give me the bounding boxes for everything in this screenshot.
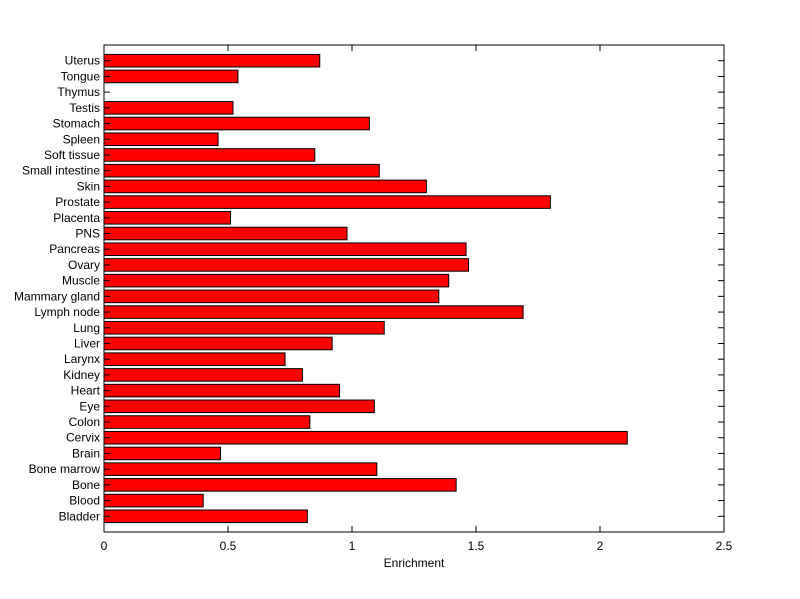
bar-stomach <box>103 116 370 131</box>
x-tick-label-2: 1 <box>349 539 356 553</box>
y-tick-label-brain: Brain <box>72 446 100 460</box>
bar-ovary <box>103 258 470 272</box>
y-tick-label-colon: Colon <box>69 415 100 429</box>
bar-muscle <box>103 273 450 288</box>
y-tick-label-prostate: Prostate <box>55 195 100 209</box>
bar-prostate <box>103 195 551 209</box>
x-axis-label: Enrichment <box>384 556 445 570</box>
x-tick-label-4: 2 <box>597 539 604 553</box>
y-tick-label-ovary: Ovary <box>68 258 100 272</box>
y-tick-label-uterus: Uterus <box>65 54 100 68</box>
y-tick-label-tongue: Tongue <box>61 69 101 83</box>
bar-bone <box>103 478 457 492</box>
bar-larynx <box>103 352 286 366</box>
y-tick-label-skin: Skin <box>77 179 100 193</box>
y-tick-label-bone-marrow: Bone marrow <box>29 462 101 476</box>
y-tick-label-blood: Blood <box>69 494 100 508</box>
y-tick-label-stomach: Stomach <box>53 117 100 131</box>
y-tick-label-mammary-gland: Mammary gland <box>14 289 100 303</box>
y-tick-label-eye: Eye <box>79 399 100 413</box>
x-tick-label-1: 0.5 <box>220 539 237 553</box>
bar-pns <box>103 226 348 241</box>
bar-eye <box>103 399 375 414</box>
y-tick-label-cervix: Cervix <box>66 431 100 445</box>
bar-spleen <box>103 132 219 147</box>
x-tick-label-0: 0 <box>101 539 108 553</box>
bar-lung <box>103 320 385 335</box>
bar-tongue <box>103 69 239 84</box>
y-tick-label-pns: PNS <box>75 227 100 241</box>
bar-lymph-node <box>103 305 524 319</box>
x-tick-labels: 0 0.5 1 1.5 2 2.5 <box>101 539 733 553</box>
y-tick-label-soft-tissue: Soft tissue <box>44 148 100 162</box>
x-tick-label-3: 1.5 <box>468 539 485 553</box>
bar-brain <box>103 446 222 461</box>
bar-liver <box>103 336 333 351</box>
y-tick-label-kidney: Kidney <box>63 368 100 382</box>
y-tick-label-spleen: Spleen <box>63 132 100 146</box>
plot-frame <box>103 44 725 533</box>
y-tick-label-larynx: Larynx <box>64 352 100 366</box>
x-tick-label-5: 2.5 <box>716 539 733 553</box>
bar-bone-marrow <box>103 462 378 476</box>
bar-mammary-gland <box>103 289 440 304</box>
y-tick-label-lymph-node: Lymph node <box>34 305 100 319</box>
bar-small-intestine <box>103 163 380 178</box>
y-tick-label-testis: Testis <box>69 101 100 115</box>
bar-kidney <box>103 368 303 382</box>
bar-placenta <box>103 211 231 225</box>
bar-pancreas <box>103 242 467 257</box>
bar-skin <box>103 179 427 194</box>
bar-cervix <box>103 430 628 445</box>
y-tick-label-thymus: Thymus <box>57 85 100 99</box>
y-tick-label-lung: Lung <box>73 321 100 335</box>
bar-soft-tissue <box>103 148 316 162</box>
ticks-group <box>103 45 725 532</box>
bar-blood <box>103 493 204 508</box>
y-tick-label-bladder: Bladder <box>59 509 100 523</box>
bar-heart <box>103 383 341 398</box>
y-tick-label-pancreas: Pancreas <box>49 242 100 256</box>
y-tick-label-muscle: Muscle <box>62 274 100 288</box>
y-tick-label-placenta: Placenta <box>53 211 100 225</box>
y-tick-label-bone: Bone <box>72 478 100 492</box>
y-tick-label-liver: Liver <box>74 336 100 350</box>
y-tick-label-heart: Heart <box>71 384 101 398</box>
y-tick-label-small-intestine: Small intestine <box>22 164 100 178</box>
bar-uterus <box>103 53 321 68</box>
bar-colon <box>103 415 311 429</box>
bar-testis <box>103 101 234 115</box>
bar-bladder <box>103 509 308 524</box>
